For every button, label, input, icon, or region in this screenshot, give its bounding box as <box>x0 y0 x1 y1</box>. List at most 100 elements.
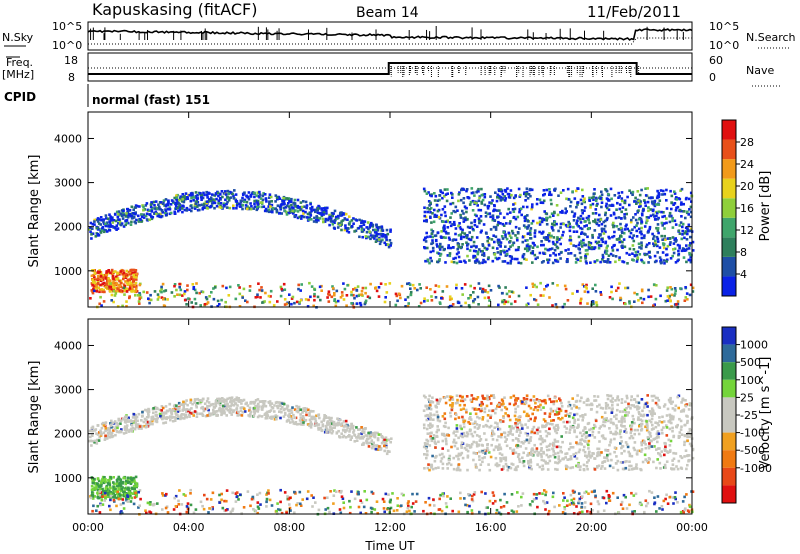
scatter-cell <box>446 462 449 466</box>
scatter-cell <box>145 202 149 205</box>
scatter-cell <box>470 432 473 436</box>
scatter-cell <box>232 409 235 412</box>
scatter-cell <box>132 273 135 277</box>
scatter-cell <box>111 495 114 499</box>
scatter-cell <box>132 216 136 219</box>
scatter-cell <box>309 423 313 426</box>
scatter-cell <box>360 426 363 429</box>
scatter-cell <box>150 217 154 221</box>
scatter-cell <box>477 303 480 306</box>
scatter-cell <box>496 216 499 219</box>
scatter-cell <box>130 486 134 490</box>
scatter-cell <box>424 240 428 243</box>
scatter-cell <box>685 244 688 247</box>
scatter-cell <box>193 401 196 404</box>
scatter-cell <box>147 414 150 417</box>
scatter-cell <box>568 222 571 226</box>
scatter-cell <box>674 289 677 293</box>
scatter-cell <box>505 249 509 253</box>
scatter-cell <box>164 421 168 424</box>
scatter-cell <box>181 408 185 412</box>
scatter-cell <box>623 408 627 412</box>
scatter-cell <box>494 463 498 467</box>
scatter-cell <box>499 212 502 215</box>
scatter-cell <box>481 253 484 257</box>
scatter-cell <box>195 282 198 285</box>
scatter-cell <box>639 296 643 300</box>
scatter-cell <box>165 417 168 421</box>
scatter-cell <box>121 304 124 308</box>
scatter-cell <box>267 208 271 211</box>
scatter-cell <box>430 259 433 263</box>
scatter-cell <box>531 246 535 249</box>
scatter-cell <box>525 412 529 416</box>
scatter-cell <box>536 198 539 201</box>
scatter-cell <box>134 204 138 207</box>
scatter-cell <box>591 233 594 237</box>
scatter-cell <box>588 243 592 247</box>
scatter-cell <box>472 240 476 244</box>
scatter-cell <box>615 208 618 211</box>
scatter-cell <box>529 406 533 410</box>
scatter-cell <box>629 220 633 224</box>
scatter-cell <box>160 409 163 412</box>
scatter-cell <box>463 232 467 235</box>
scatter-cell <box>266 414 269 417</box>
scatter-cell <box>258 288 261 292</box>
scatter-cell <box>503 251 506 254</box>
scatter-cell <box>680 249 684 253</box>
scatter-cell <box>333 227 336 230</box>
scatter-cell <box>506 192 510 196</box>
scatter-cell <box>663 234 666 238</box>
scatter-cell <box>203 206 206 210</box>
scatter-cell <box>470 245 473 249</box>
scatter-cell <box>368 226 371 229</box>
scatter-cell <box>248 285 252 288</box>
scatter-cell <box>175 404 178 407</box>
scatter-cell <box>617 216 621 219</box>
scatter-cell <box>448 238 451 241</box>
scatter-cell <box>188 411 192 415</box>
scatter-cell <box>690 200 693 203</box>
scatter-cell <box>324 424 328 428</box>
scatter-cell <box>652 203 655 206</box>
scatter-cell <box>120 487 123 491</box>
scatter-cell <box>178 198 181 202</box>
scatter-cell <box>469 412 472 415</box>
scatter-cell <box>540 220 544 224</box>
scatter-cell <box>487 451 491 454</box>
scatter-cell <box>553 211 556 215</box>
scatter-cell <box>576 465 580 469</box>
scatter-cell <box>438 198 441 202</box>
scatter-cell <box>477 219 481 222</box>
scatter-cell <box>461 209 464 213</box>
scatter-cell <box>114 425 118 429</box>
scatter-cell <box>466 456 470 459</box>
scatter-cell <box>128 278 131 281</box>
scatter-cell <box>356 285 360 288</box>
scatter-cell <box>580 396 583 400</box>
scatter-cell <box>618 207 622 211</box>
scatter-cell <box>123 289 126 292</box>
scatter-cell <box>516 238 519 242</box>
scatter-cell <box>549 407 553 411</box>
scatter-cell <box>279 285 283 289</box>
scatter-cell <box>228 285 232 289</box>
scatter-cell <box>504 459 508 462</box>
scatter-cell <box>620 191 624 194</box>
scatter-cell <box>516 248 520 252</box>
scatter-cell <box>173 212 177 215</box>
scatter-cell <box>424 414 427 418</box>
scatter-cell <box>550 212 554 215</box>
scatter-cell <box>299 413 302 416</box>
scatter-cell <box>526 227 529 230</box>
scatter-cell <box>103 438 107 441</box>
scatter-cell <box>167 199 170 202</box>
scatter-cell <box>183 298 187 302</box>
scatter-cell <box>676 243 680 247</box>
scatter-cell <box>510 462 513 466</box>
scatter-cell <box>122 289 125 293</box>
scatter-cell <box>368 296 372 300</box>
scatter-cell <box>657 203 661 206</box>
scatter-cell <box>336 299 340 303</box>
